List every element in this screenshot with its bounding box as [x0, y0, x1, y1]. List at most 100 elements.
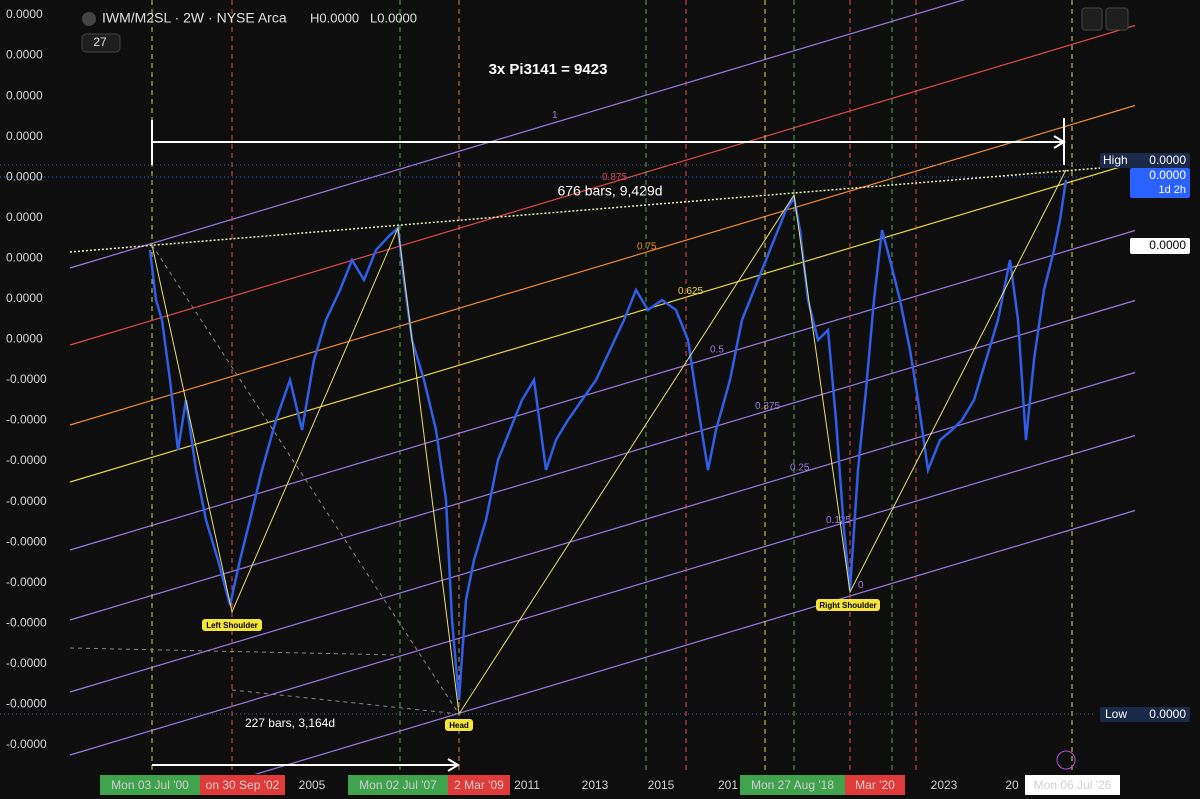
scroll-button[interactable]: [1081, 7, 1103, 31]
ohlc-high: H0.0000: [310, 10, 359, 25]
date-label: 2011: [514, 778, 540, 792]
tag-bg: [445, 719, 473, 731]
date-label: 2013: [582, 778, 609, 792]
date-badge: [348, 775, 448, 795]
trend-line: [69, 167, 1101, 253]
indicator-count: 27: [93, 35, 107, 49]
date-label: 2005: [299, 778, 326, 792]
date-label: Mon 02 Jul '07: [359, 778, 437, 792]
arrow: [1053, 135, 1066, 149]
range-label: 227 bars, 3,164d: [245, 716, 335, 730]
price-label: -0.0000: [6, 697, 47, 711]
price-label: -0.0000: [6, 413, 47, 427]
symbol-icon: [82, 12, 96, 26]
date-badge: [448, 775, 510, 795]
price-label: 0.0000: [6, 332, 43, 346]
low-badge: [1100, 707, 1190, 722]
price-label: -0.0000: [6, 615, 47, 629]
price-label: 0.0000: [6, 48, 43, 62]
fib-label: 0.25: [790, 463, 810, 474]
fib-label: 0.125: [826, 515, 851, 526]
header: IWM/M2SL · 2W · NYSE Arca H0.0000 L0.000…: [81, 7, 1129, 770]
price-label: -0.0000: [6, 575, 47, 589]
fib-line: [69, 24, 1136, 346]
tag-bg: [202, 619, 262, 631]
high-badge: [1100, 153, 1190, 168]
price-label: -0.0000: [6, 453, 47, 467]
fib-line: [69, 299, 1136, 621]
fullscreen-button[interactable]: [1105, 7, 1129, 31]
fib-line: [69, 161, 1136, 483]
date-badge: [100, 775, 200, 795]
date-label: Mon 27 Aug '18: [751, 778, 834, 792]
fib-line: [69, 104, 1136, 426]
price-label: -0.0000: [6, 494, 47, 508]
pitchfork: 1 0.875 0.75 0.625 0.5 0.375 0.25 0.125 0: [69, 0, 1136, 799]
fib-label: 1: [552, 110, 558, 121]
price-label: 0.0000: [6, 129, 43, 143]
price-label: 0.0000: [6, 88, 43, 102]
pattern-tag: Right Shoulder: [819, 601, 876, 610]
pattern-tag: Left Shoulder: [206, 621, 258, 630]
date-label: Mon 06 Jul '26: [1034, 778, 1112, 792]
current-badge: [1130, 168, 1190, 198]
date-label: on 30 Sep '02: [206, 778, 280, 792]
fib-label: 0.375: [755, 401, 780, 412]
vertical-markers: [151, 0, 1073, 770]
low-value: 0.0000: [1149, 707, 1186, 721]
date-label: Mon 03 Jul '00: [111, 778, 189, 792]
fib-line: [69, 434, 1136, 756]
time-axis: Mon 03 Jul '00 on 30 Sep '02 2005 Mon 02 Ju…: [100, 775, 1120, 795]
date-badge: [740, 775, 845, 795]
price-label: -0.0000: [6, 372, 47, 386]
price-label: 0.0000: [6, 291, 43, 305]
guide: [69, 647, 399, 656]
price-label: -0.0000: [6, 737, 47, 751]
fib-label: 0.5: [710, 345, 724, 356]
date-badge: [200, 775, 285, 795]
fib-label: 0.75: [637, 242, 657, 253]
title: 3x Pi3141 = 9423: [489, 61, 608, 78]
fib-label: 0.875: [602, 172, 627, 183]
price-label: 0.0000: [6, 250, 43, 264]
price-label: -0.0000: [6, 656, 47, 670]
symbol: IWM/M2SL · 2W · NYSE Arca: [102, 10, 287, 26]
date-badge: [845, 775, 905, 795]
price-label: 0.0000: [6, 210, 43, 224]
date-label: 2023: [931, 778, 958, 792]
pattern-lines: [69, 167, 1101, 716]
high-value: 0.0000: [1149, 153, 1186, 167]
date-label: 20: [1005, 778, 1019, 792]
flash-icon[interactable]: [1056, 750, 1076, 770]
price-label: 0.0000: [6, 7, 43, 21]
price-label: -0.0000: [6, 534, 47, 548]
guide: [151, 244, 460, 715]
ohlc-low: L0.0000: [370, 10, 417, 25]
price-line: [148, 179, 1068, 701]
arrow: [447, 758, 460, 772]
date-label: 201: [718, 778, 738, 792]
range-arrows: [151, 118, 1066, 772]
price-label: 0.0000: [6, 169, 43, 183]
date-label: 2 Mar '09: [454, 778, 504, 792]
range-label: 676 bars, 9,429d: [557, 183, 662, 199]
fib-label: 0: [858, 580, 864, 591]
fib-line: [69, 0, 966, 269]
marker-badge: [1130, 238, 1190, 254]
date-label: 2015: [648, 778, 675, 792]
date-badge: [1025, 775, 1120, 795]
fib-line: [69, 229, 1136, 551]
countdown: 1d 2h: [1158, 184, 1186, 196]
current-value: 0.0000: [1149, 168, 1186, 182]
marker-value: 0.0000: [1149, 238, 1186, 252]
price-axis: 0.0000 0.0000 0.0000 0.0000 0.0000 0.0000 0.00…: [6, 7, 47, 751]
low-tag: Low: [1105, 707, 1127, 721]
fib-label: 0.625: [678, 286, 703, 297]
tag-bg: [816, 599, 880, 611]
date-label: Mar '20: [855, 778, 895, 792]
pattern-tag: Head: [449, 721, 469, 730]
guide: [231, 689, 460, 715]
indicator-toggle[interactable]: [81, 33, 121, 53]
